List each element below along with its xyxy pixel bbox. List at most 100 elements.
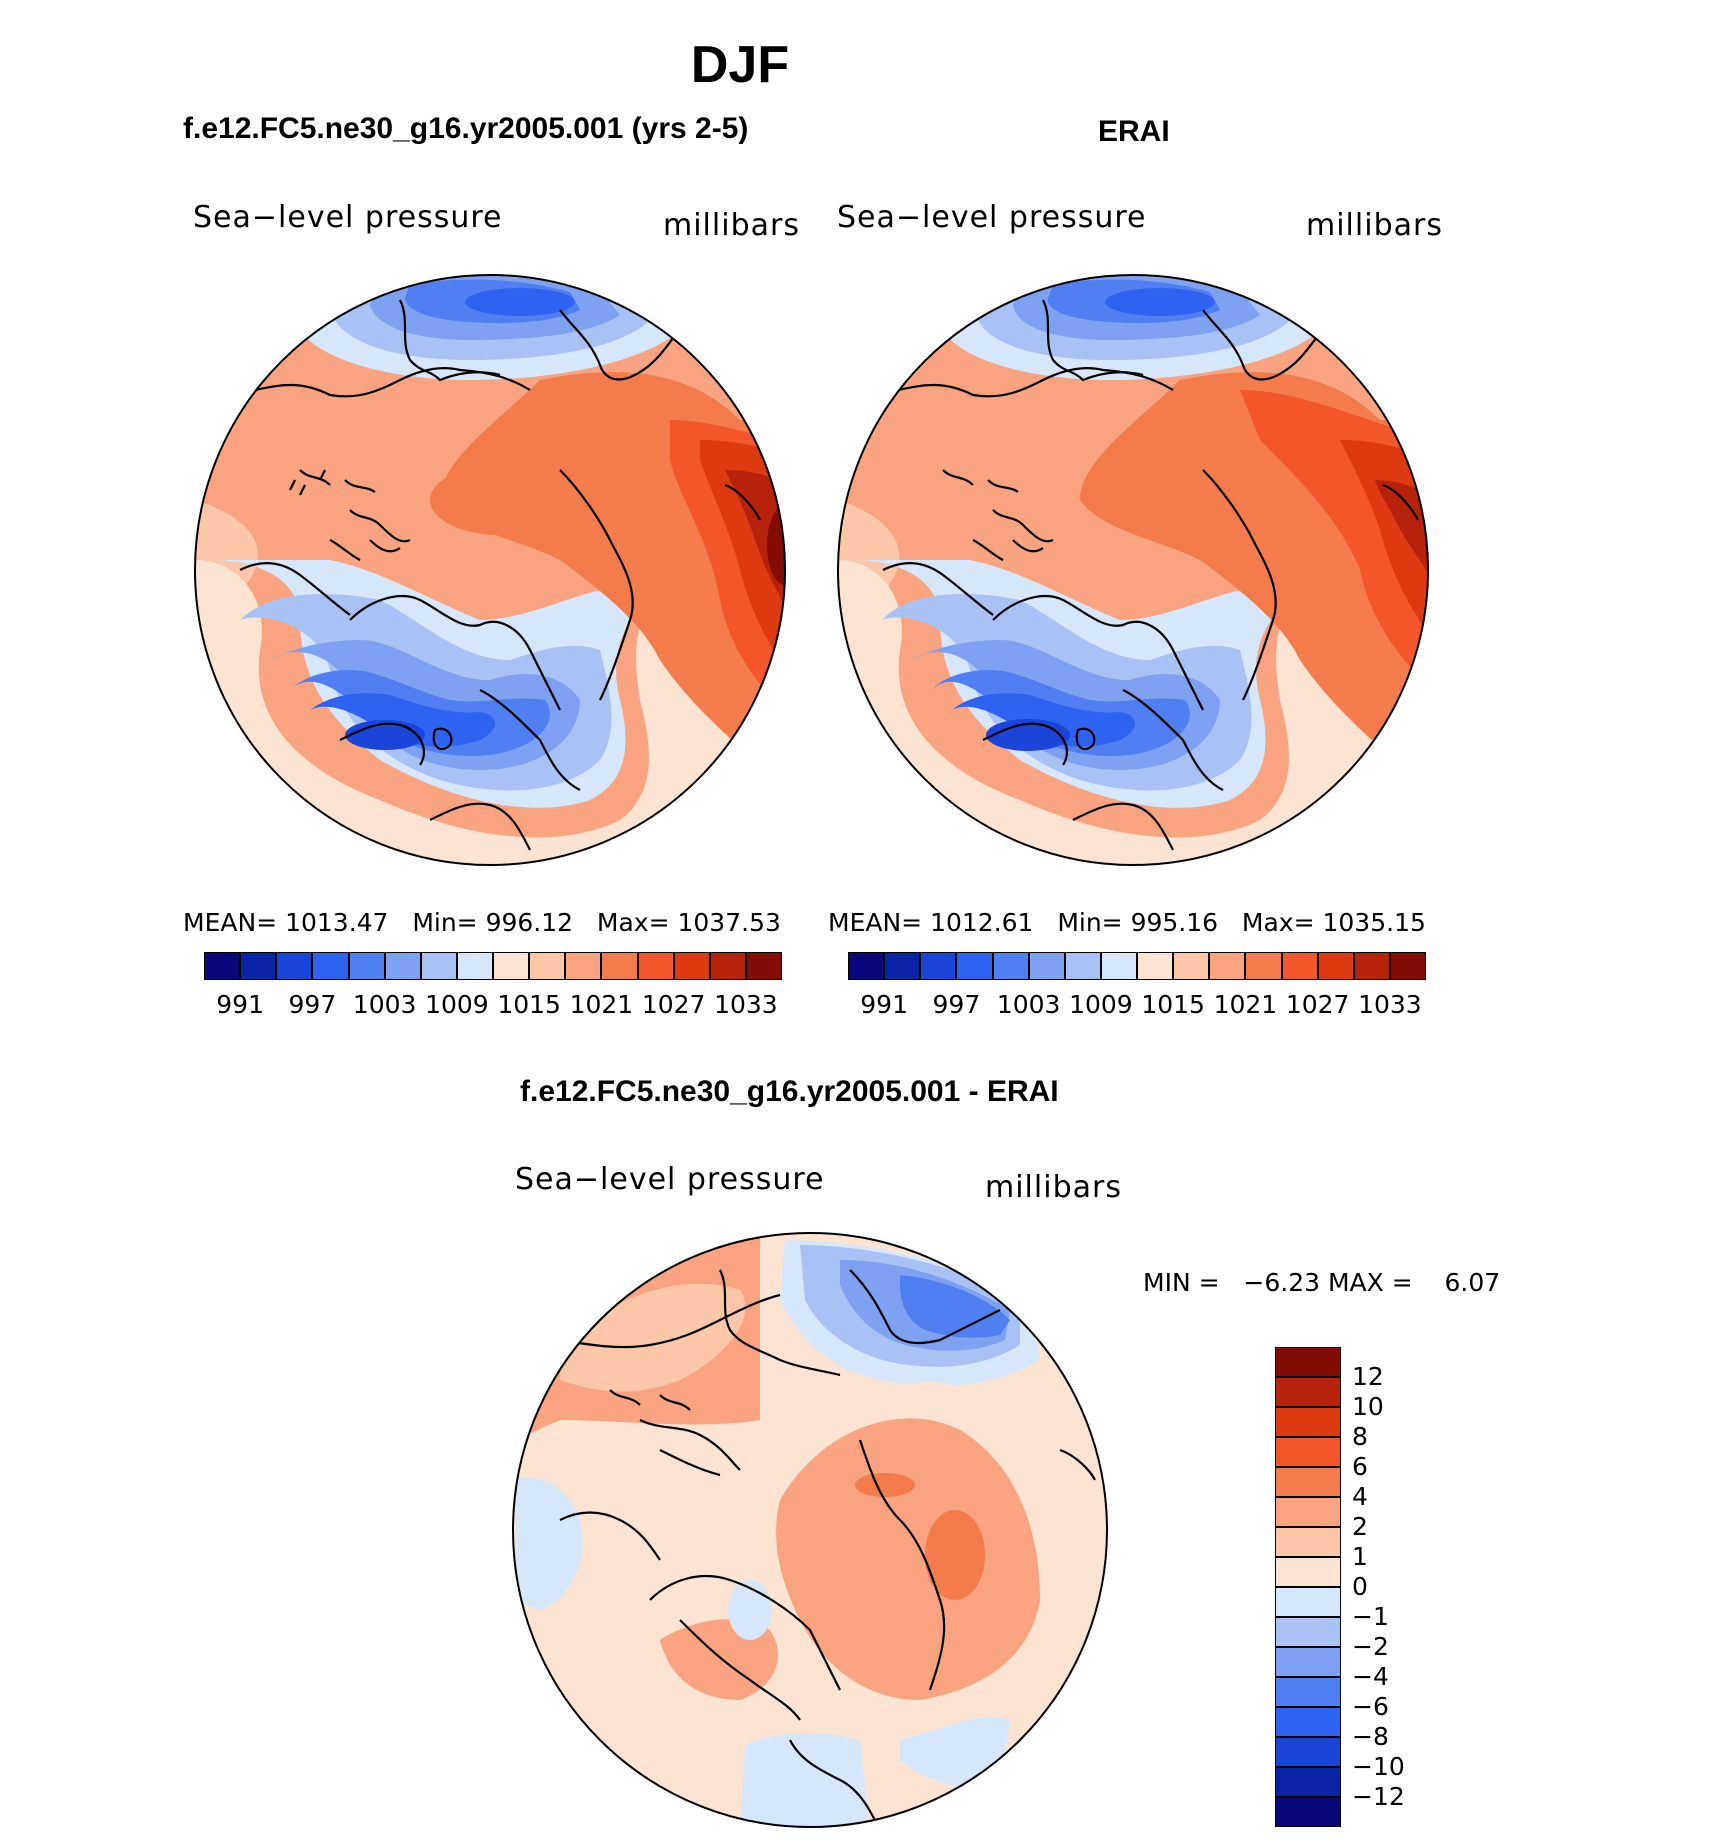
colorbar-box	[1275, 1647, 1341, 1677]
colorbar-box	[420, 952, 457, 980]
colorbar-box	[848, 952, 885, 980]
colorbar-box	[348, 952, 385, 980]
colorbar-tick-label: 1015	[497, 990, 561, 1019]
colorbar-tick-label: −6	[1352, 1692, 1389, 1721]
panel2-mean-label: MEAN=	[828, 908, 923, 937]
colorbar-tick-label: −1	[1352, 1602, 1389, 1631]
colorbar-box	[1137, 952, 1174, 980]
colorbar-box	[1275, 1497, 1341, 1527]
colorbar-tick-label: 1021	[1213, 990, 1278, 1019]
colorbar-tick-label: −10	[1352, 1752, 1405, 1781]
panel1-variable-label: Sea−level pressure	[193, 200, 503, 235]
colorbar-tick-label: −12	[1352, 1782, 1405, 1811]
colorbar-box	[1064, 952, 1101, 980]
colorbar-box	[956, 952, 993, 980]
panel2-units-label: millibars	[1306, 208, 1443, 243]
colorbar-tick-label: 1009	[1069, 990, 1133, 1019]
panel1-colorbar	[204, 952, 782, 980]
colorbar-box	[745, 952, 782, 980]
colorbar-box	[493, 952, 530, 980]
colorbar-box	[1275, 1527, 1341, 1557]
colorbar-box	[1275, 1557, 1341, 1587]
panel1-stats: MEAN= 1013.47 Min= 996.12 Max= 1037.53	[183, 908, 781, 937]
panel1-units-label: millibars	[663, 208, 800, 243]
panel1-mean-label: MEAN=	[183, 908, 278, 937]
colorbar-box	[1275, 1617, 1341, 1647]
colorbar-box	[1100, 952, 1137, 980]
colorbar-tick-label: 0	[1352, 1572, 1368, 1601]
colorbar-box	[312, 952, 349, 980]
diff-max-label: MAX =	[1327, 1268, 1413, 1297]
panel1-mean-value: 1013.47	[285, 908, 389, 937]
diff-max-value: 6.07	[1444, 1268, 1501, 1297]
panel1-min-label: Min=	[412, 908, 478, 937]
panel2-min-value: 995.16	[1130, 908, 1219, 937]
colorbar-tick-label: 2	[1352, 1512, 1368, 1541]
panel2-max-label: Max=	[1241, 908, 1315, 937]
colorbar-box	[1275, 1587, 1341, 1617]
colorbar-box	[1245, 952, 1282, 980]
diff-min-label: MIN =	[1143, 1268, 1220, 1297]
figure-title: DJF	[690, 36, 790, 94]
colorbar-tick-label: 997	[932, 990, 981, 1019]
diff-min-value: −6.23	[1243, 1268, 1321, 1297]
colorbar-box	[1028, 952, 1065, 980]
colorbar-tick-label: 1033	[1358, 990, 1422, 1019]
colorbar-tick-label: 1027	[641, 990, 706, 1019]
colorbar-tick-label: 1015	[1141, 990, 1205, 1019]
colorbar-box	[920, 952, 957, 980]
panel2-stats: MEAN= 1012.61 Min= 995.16 Max= 1035.15	[828, 908, 1426, 937]
colorbar-box	[240, 952, 277, 980]
colorbar-tick-label: 1009	[425, 990, 489, 1019]
colorbar-box	[673, 952, 710, 980]
colorbar-tick-label: −2	[1352, 1632, 1389, 1661]
colorbar-box	[992, 952, 1029, 980]
colorbar-tick-label: 1033	[714, 990, 778, 1019]
panel1-colorbar-ticks: 991 997 1003 1009 1015 1021 1027 1033	[204, 990, 782, 1020]
colorbar-box	[1275, 1677, 1341, 1707]
panel2-mean-value: 1012.61	[930, 908, 1034, 937]
panel1-max-value: 1037.53	[677, 908, 781, 937]
colorbar-box	[709, 952, 746, 980]
colorbar-tick-label: 12	[1352, 1362, 1384, 1391]
diff-minmax: MIN = −6.23 MAX = 6.07	[1143, 1268, 1500, 1297]
colorbar-tick-label: 8	[1352, 1422, 1368, 1451]
colorbar-tick-label: 10	[1352, 1392, 1384, 1421]
colorbar-box	[1275, 1767, 1341, 1797]
panel2-heading: ERAI	[1098, 115, 1170, 148]
colorbar-box	[1281, 952, 1318, 980]
diff-colorbar	[1275, 1347, 1341, 1827]
panel1-min-value: 996.12	[485, 908, 574, 937]
colorbar-tick-label: −8	[1352, 1722, 1389, 1751]
colorbar-box	[1173, 952, 1210, 980]
colorbar-box	[1275, 1407, 1341, 1437]
colorbar-tick-label: 4	[1352, 1482, 1368, 1511]
colorbar-tick-label: 1027	[1285, 990, 1350, 1019]
colorbar-tick-label: 1	[1352, 1542, 1368, 1571]
colorbar-box	[384, 952, 421, 980]
colorbar-box	[1275, 1467, 1341, 1497]
colorbar-box	[1317, 952, 1354, 980]
colorbar-box	[565, 952, 602, 980]
colorbar-box	[1275, 1797, 1341, 1827]
colorbar-tick-label: 1021	[569, 990, 634, 1019]
colorbar-tick-label: 1003	[352, 990, 417, 1019]
colorbar-box	[456, 952, 493, 980]
panel2-colorbar-ticks: 991 997 1003 1009 1015 1021 1027 1033	[848, 990, 1426, 1020]
colorbar-box	[884, 952, 921, 980]
colorbar-tick-label: 1003	[996, 990, 1061, 1019]
diff-variable-label: Sea−level pressure	[515, 1162, 825, 1197]
colorbar-box	[1389, 952, 1426, 980]
colorbar-tick-label: 991	[216, 990, 264, 1019]
colorbar-box	[1275, 1737, 1341, 1767]
colorbar-box	[637, 952, 674, 980]
colorbar-tick-label: −4	[1352, 1662, 1389, 1691]
panel2-min-label: Min=	[1057, 908, 1123, 937]
colorbar-box	[1209, 952, 1246, 980]
panel1-max-label: Max=	[596, 908, 670, 937]
colorbar-box	[204, 952, 241, 980]
panel2-colorbar	[848, 952, 1426, 980]
